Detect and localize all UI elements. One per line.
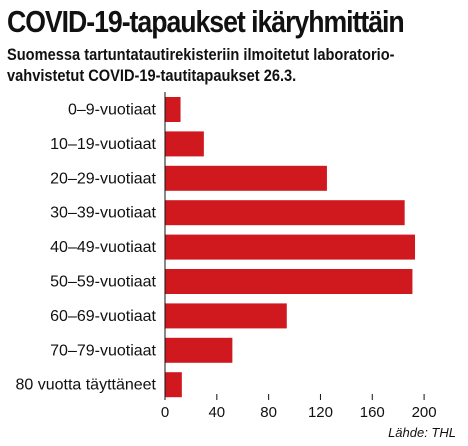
- bar: [165, 269, 413, 294]
- bar: [165, 372, 182, 398]
- category-label: 50–59-vuotiaat: [50, 274, 156, 291]
- category-label: 20–29-vuotiaat: [50, 170, 156, 187]
- bar: [165, 165, 327, 191]
- category-label: 30–39-vuotiaat: [50, 205, 156, 222]
- bar: [165, 200, 405, 226]
- category-label: 40–49-vuotiaat: [50, 239, 156, 256]
- bar: [165, 234, 416, 260]
- bar: [165, 97, 181, 122]
- x-tick-label: 120: [308, 404, 333, 421]
- chart-subtitle: Suomessa tartuntatautirekisteriin ilmoit…: [7, 44, 454, 86]
- bar: [165, 337, 233, 363]
- category-label: 0–9-vuotiaat: [68, 102, 157, 119]
- category-label: 70–79-vuotiaat: [50, 342, 156, 359]
- x-tick-label: 0: [161, 404, 169, 421]
- subtitle-line-2: vahvistetut COVID-19-tautitapaukset 26.3…: [7, 66, 297, 85]
- category-label: 60–69-vuotiaat: [50, 308, 156, 325]
- x-tick-label: 40: [208, 404, 225, 421]
- x-tick-label: 160: [360, 404, 385, 421]
- x-tick-label: 80: [260, 404, 277, 421]
- bar: [165, 303, 287, 329]
- x-tick-label: 200: [412, 404, 437, 421]
- subtitle-line-1: Suomessa tartuntatautirekisteriin ilmoit…: [7, 45, 395, 64]
- category-label: 80 vuotta täyttäneet: [15, 377, 156, 394]
- category-label: 10–19-vuotiaat: [50, 136, 156, 153]
- bar: [165, 131, 204, 157]
- chart-title: COVID-19-tapaukset ikäryhmittäin: [7, 4, 405, 39]
- source-note: Lähde: THL: [388, 425, 456, 440]
